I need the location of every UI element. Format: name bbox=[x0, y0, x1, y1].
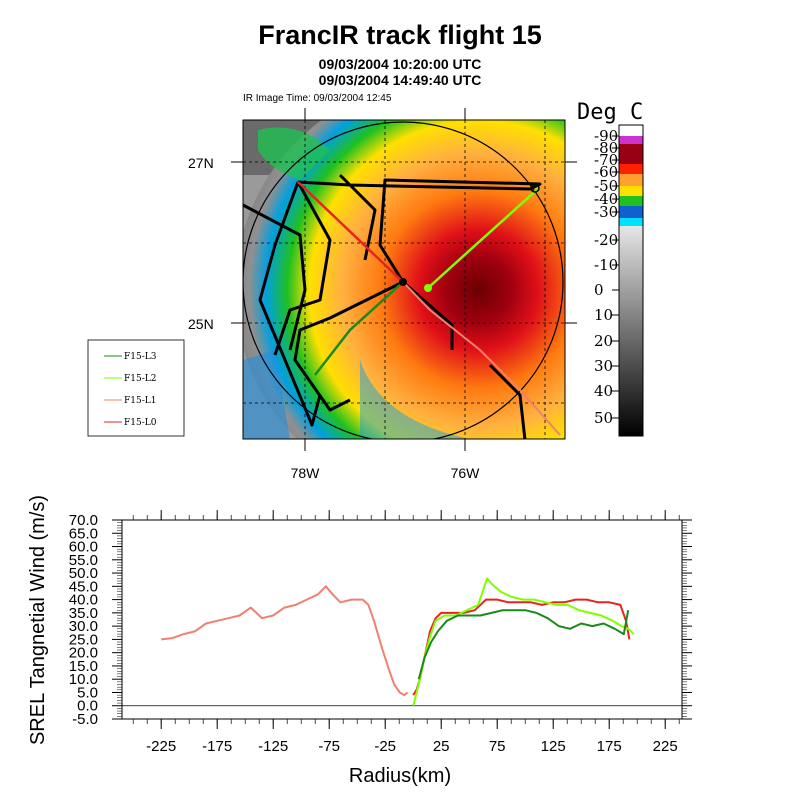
storm-center-marker bbox=[399, 278, 407, 286]
y-tick-label: 35.0 bbox=[69, 605, 98, 622]
colorbar-label: 10 bbox=[594, 306, 613, 324]
colorbar-label: 30 bbox=[594, 357, 613, 375]
flight-track bbox=[243, 173, 542, 439]
x-tick-label: 75 bbox=[489, 738, 506, 755]
radius-circle bbox=[243, 121, 564, 439]
colorbar-label: -30 bbox=[594, 203, 618, 221]
wind-profile-chart: -225 -175 -125 -75 -25 25 75 125 175 225 -5.00.05.… bbox=[27, 495, 692, 787]
x-tick-label: -175 bbox=[202, 738, 232, 755]
colorbar-title: Deg C bbox=[577, 100, 643, 125]
colorbar: Deg C -90-80-70-60-50-40-30 -20 -10 0 10 20 30… bbox=[577, 100, 644, 437]
x-tick-label: 125 bbox=[541, 738, 566, 755]
colorbar-label: -60 bbox=[594, 163, 618, 181]
y-tick-label: 55.0 bbox=[69, 552, 98, 569]
map-ticks bbox=[231, 108, 577, 451]
start-time: 09/03/2004 10:20:00 UTC bbox=[318, 56, 482, 72]
x-tick-label: -225 bbox=[146, 738, 176, 755]
plot-frame bbox=[121, 519, 683, 720]
cloud-patch bbox=[243, 350, 290, 439]
y-tick-label: 0.0 bbox=[77, 698, 98, 715]
series-line-f15-l0 bbox=[412, 598, 631, 696]
colorbar-label: -70 bbox=[594, 151, 618, 169]
y-tick-label: 60.0 bbox=[69, 539, 98, 556]
legend: F15-L3 F15-L2 F15-L1 F15-L0 bbox=[87, 339, 185, 437]
legend-label-l1: F15-L1 bbox=[124, 396, 156, 406]
colorbar-label: -50 bbox=[594, 177, 618, 195]
ir-satellite-map bbox=[243, 120, 565, 439]
legend-label-l0: F15-L0 bbox=[124, 418, 157, 428]
x-tick-label: -75 bbox=[318, 738, 340, 755]
y-tick-label: 65.0 bbox=[69, 525, 98, 542]
x-tick-label: -25 bbox=[374, 738, 396, 755]
legend-label-l2: F15-L2 bbox=[124, 374, 156, 384]
ir-image-time: IR Image Time: 09/03/2004 12:45 bbox=[243, 93, 392, 104]
x-tick-label: 225 bbox=[653, 738, 678, 755]
colorbar-label: -90 bbox=[594, 127, 618, 145]
y-tick-label: 10.0 bbox=[69, 671, 98, 688]
colorbar-label: -80 bbox=[594, 139, 618, 157]
colorbar-label: 40 bbox=[594, 382, 613, 400]
y-tick-label: 25.0 bbox=[69, 631, 98, 648]
y-tick-label: 5.0 bbox=[77, 684, 98, 701]
colorbar-label: 0 bbox=[594, 281, 604, 299]
chart-title: FrancIR track flight 15 bbox=[258, 20, 542, 50]
waypoint-marker bbox=[530, 183, 540, 193]
cloud-patch bbox=[258, 127, 330, 180]
map-frame bbox=[242, 119, 566, 440]
colorbar-label: 50 bbox=[594, 409, 613, 427]
colorbar-label: 20 bbox=[594, 332, 613, 350]
y-tick-label: -5.0 bbox=[72, 711, 98, 728]
y-tick-label: 15.0 bbox=[69, 658, 98, 675]
y-axis-label: SREL Tangnetial Wind (m/s) bbox=[27, 495, 49, 745]
map-grid bbox=[243, 120, 565, 439]
track-leg-l1 bbox=[402, 281, 561, 436]
legend-label-l3: F15-L3 bbox=[124, 352, 157, 362]
x-tick-label: 175 bbox=[597, 738, 622, 755]
y-tick-label: 45.0 bbox=[69, 578, 98, 595]
series-line-f15-l2 bbox=[412, 577, 635, 706]
lon-label-76w: 76W bbox=[451, 465, 481, 481]
lat-label-25n: 25N bbox=[188, 316, 214, 332]
end-time: 09/03/2004 14:49:40 UTC bbox=[318, 72, 482, 88]
track-leg-l0 bbox=[297, 181, 404, 283]
colorbar-label: -40 bbox=[594, 190, 618, 208]
colorbar-label: -10 bbox=[594, 256, 618, 274]
storm-center-marker bbox=[424, 284, 432, 292]
lat-label-27n: 27N bbox=[188, 155, 214, 171]
x-axis-label: Radius(km) bbox=[349, 765, 451, 787]
track-leg-l2 bbox=[427, 186, 541, 289]
track-leg-l3 bbox=[314, 281, 404, 376]
colorbar-label: -20 bbox=[594, 231, 618, 249]
x-tick-label: -125 bbox=[258, 738, 288, 755]
x-tick-label: 25 bbox=[433, 738, 450, 755]
y-tick-label: 40.0 bbox=[69, 592, 98, 609]
y-tick-label: 70.0 bbox=[69, 512, 98, 529]
y-tick-label: 50.0 bbox=[69, 565, 98, 582]
y-tick-label: 20.0 bbox=[69, 645, 98, 662]
cloud-patch bbox=[360, 360, 470, 439]
lon-label-78w: 78W bbox=[291, 465, 321, 481]
series-line-f15-l1 bbox=[161, 585, 409, 697]
y-tick-label: 30.0 bbox=[69, 618, 98, 635]
series-line-f15-l3 bbox=[417, 609, 630, 680]
